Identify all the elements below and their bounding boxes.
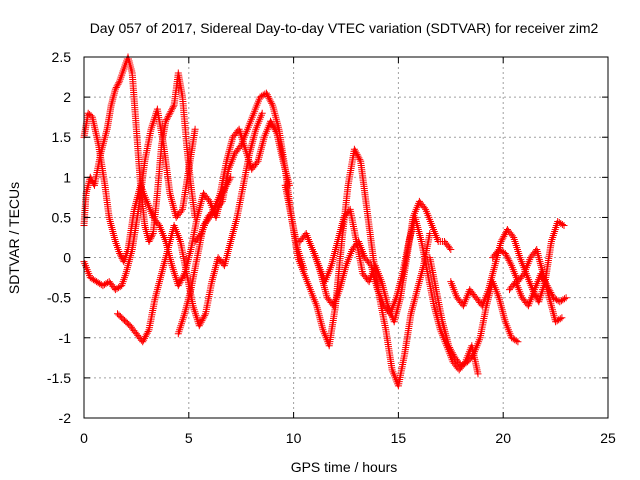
marker-points [426, 254, 522, 370]
satellite-track-10 [426, 254, 522, 370]
x-tick-label: 10 [286, 430, 302, 446]
plot-frame [83, 56, 609, 419]
y-tick-label: 2 [63, 89, 71, 105]
x-tick-label: 0 [80, 430, 88, 446]
marker-points [311, 213, 482, 378]
y-tick-label: -1.5 [47, 370, 71, 386]
x-tick-label: 15 [391, 430, 407, 446]
y-tick-label: -2 [59, 410, 72, 426]
y-tick-label: 2.5 [52, 49, 72, 65]
x-tick-label: 20 [495, 430, 511, 446]
y-tick-label: 0 [63, 250, 71, 266]
satellite-track-4 [114, 109, 266, 346]
marker-points [191, 117, 293, 245]
marker-points [114, 109, 266, 346]
y-tick-label: 1.5 [52, 129, 72, 145]
satellite-track-6 [191, 117, 293, 245]
satellite-track-9 [311, 213, 482, 378]
y-tick-label: -1 [59, 330, 72, 346]
x-axis-label: GPS time / hours [291, 459, 398, 475]
axis-ticks: 0 5 10 15 20 25 -2 -1.5 -1 -0.5 0 0.5 1 1.5 2 2.5 [47, 49, 616, 446]
y-tick-label: -0.5 [47, 290, 71, 306]
satellite-track-13 [506, 270, 570, 310]
y-tick-label: 0.5 [52, 209, 72, 225]
satellite-track-7 [281, 145, 434, 390]
marker-points [506, 270, 570, 310]
data-points [80, 53, 570, 390]
y-tick-label: 1 [63, 169, 71, 185]
marker-points [281, 145, 434, 390]
x-tick-label: 5 [185, 430, 193, 446]
y-axis-label: SDTVAR / TECUs [6, 182, 22, 294]
x-tick-label: 25 [600, 430, 616, 446]
chart-title: Day 057 of 2017, Sidereal Day-to-day VTE… [90, 20, 599, 36]
